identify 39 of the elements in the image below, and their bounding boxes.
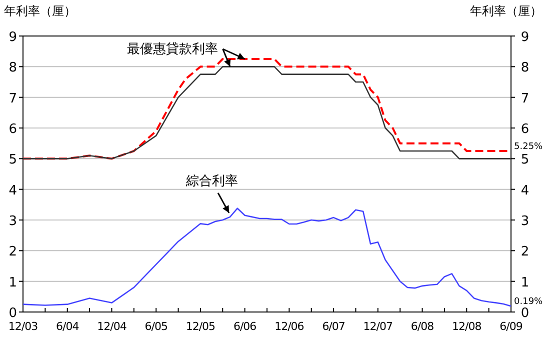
- x-tick-label: 12/08: [452, 320, 482, 333]
- y2-tick-label: 1: [520, 275, 530, 290]
- x-tick-label: 6/05: [144, 320, 168, 333]
- x-tick-label: 12/04: [97, 320, 127, 333]
- y2-tick-label: 7: [520, 91, 530, 106]
- x-tick-label: 6/07: [322, 320, 346, 333]
- y-tick-label: 0: [8, 306, 17, 321]
- x-tick-label: 6/04: [56, 320, 80, 333]
- x-tick-label: 12/06: [274, 320, 304, 333]
- y-tick-label: 8: [8, 60, 17, 76]
- y-tick-label: 5: [8, 152, 17, 168]
- x-tick-label: 6/09: [500, 320, 523, 333]
- y-tick-label: 4: [8, 183, 17, 198]
- y2-tick-label: 3: [520, 214, 530, 229]
- line-series: [22, 208, 512, 307]
- y2-tick-label: 5: [520, 152, 530, 168]
- y2-tick-label: 0: [520, 306, 530, 321]
- annotation: 0.19%: [514, 297, 544, 308]
- y2-tick-label: 9: [520, 30, 530, 45]
- y2-tick-label: 6: [520, 122, 530, 137]
- y2-tick-label: 2: [520, 244, 530, 260]
- annotation: 最優惠貸款利率: [126, 41, 218, 57]
- y2-tick-label: 8: [520, 60, 530, 76]
- x-tick-label: 6/06: [233, 320, 257, 333]
- x-tick-label: 12/05: [186, 320, 216, 333]
- annotation: 綜合利率: [185, 172, 238, 189]
- annotation: 5.25%: [514, 142, 544, 152]
- x-tick-label: 12/07: [363, 320, 394, 333]
- y-tick-label: 3: [8, 214, 17, 229]
- y-tick-label: 6: [8, 122, 17, 137]
- y-tick-label: 1: [8, 275, 17, 290]
- y-tick-label: 7: [8, 91, 17, 106]
- x-tick-label: 6/08: [410, 320, 434, 333]
- y2-axis-title: 年利率（厘）: [470, 4, 542, 18]
- y-tick-label: 9: [8, 30, 17, 45]
- y-tick-label: 2: [8, 244, 17, 260]
- y-axis-title: 年利率（厘）: [4, 4, 76, 18]
- y2-tick-label: 4: [520, 183, 530, 198]
- x-tick-label: 12/03: [8, 320, 38, 333]
